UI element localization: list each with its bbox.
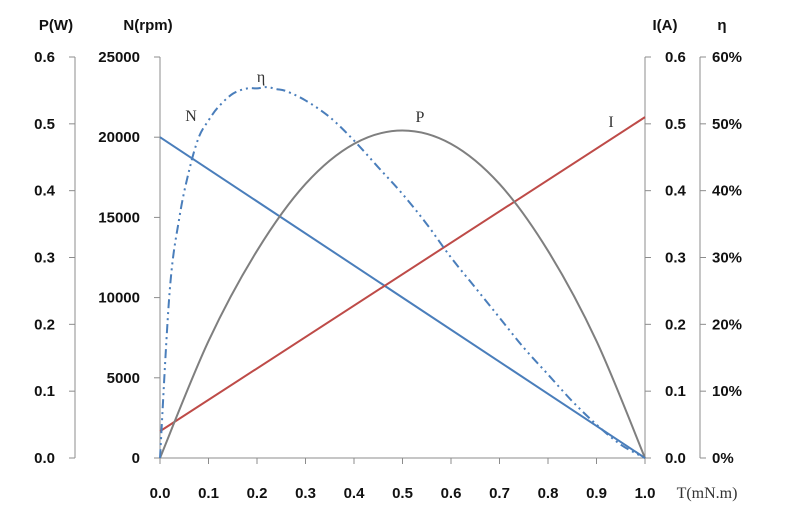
eta-tick-label: 60%	[712, 49, 742, 66]
x-tick-label: 0.4	[344, 485, 366, 502]
eta-tick-label: 10%	[712, 383, 742, 400]
series-layer	[159, 86, 646, 459]
series-label-p: P	[416, 109, 425, 126]
x-tick-label: 0.2	[247, 485, 268, 502]
series-label-n: N	[185, 108, 197, 125]
i-axis-title: I(A)	[653, 17, 678, 34]
p-tick-label: 0.2	[34, 316, 55, 333]
i-tick-label: 0.1	[665, 383, 686, 400]
p-axis-title: P(W)	[39, 17, 73, 34]
axes-layer	[69, 56, 706, 464]
series-line-i	[159, 116, 646, 433]
eta-tick-label: 20%	[712, 316, 742, 333]
eta-tick-label: 0%	[712, 450, 734, 467]
n-tick-label: 25000	[98, 49, 140, 66]
series-label-i: I	[608, 114, 613, 131]
series-line-p	[159, 129, 646, 459]
x-tick-label: 0.8	[538, 485, 559, 502]
n-tick-label: 0	[132, 450, 140, 467]
i-tick-label: 0.2	[665, 316, 686, 333]
i-tick-label: 0.6	[665, 49, 686, 66]
x-tick-label: 0.9	[586, 485, 607, 502]
x-tick-label: 0.1	[198, 485, 219, 502]
p-tick-label: 0.3	[34, 250, 55, 267]
x-tick-label: 0.0	[150, 485, 171, 502]
n-tick-label: 10000	[98, 290, 140, 307]
text-layer: 0.0 0.1 0.2 0.3 0.4 0.5 0.6 0.7 0.8 0.9 1.0 T(mN.m)…	[34, 17, 742, 502]
i-tick-label: 0.3	[665, 250, 686, 267]
series-line-eta	[159, 86, 646, 459]
p-tick-label: 0.0	[34, 450, 55, 467]
i-tick-label: 0.4	[665, 183, 687, 200]
x-tick-label: 0.3	[295, 485, 316, 502]
x-tick-label: 0.7	[489, 485, 510, 502]
eta-tick-label: 30%	[712, 250, 742, 267]
x-tick-label: 1.0	[635, 485, 656, 502]
p-tick-label: 0.6	[34, 49, 55, 66]
n-tick-label: 20000	[98, 129, 140, 146]
n-axis-title: N(rpm)	[123, 17, 172, 34]
p-tick-label: 0.4	[34, 183, 56, 200]
n-tick-label: 5000	[107, 370, 140, 387]
n-tick-label: 15000	[98, 209, 140, 226]
eta-axis-title: η	[717, 17, 726, 34]
p-tick-label: 0.5	[34, 116, 55, 133]
i-tick-label: 0.0	[665, 450, 686, 467]
x-tick-label: 0.5	[392, 485, 413, 502]
series-line-n	[159, 136, 646, 459]
x-axis-title: T(mN.m)	[677, 485, 738, 502]
p-tick-label: 0.1	[34, 383, 55, 400]
eta-tick-label: 40%	[712, 183, 742, 200]
eta-tick-label: 50%	[712, 116, 742, 133]
x-tick-label: 0.6	[441, 485, 462, 502]
i-tick-label: 0.5	[665, 116, 686, 133]
series-label-eta: η	[257, 69, 265, 86]
